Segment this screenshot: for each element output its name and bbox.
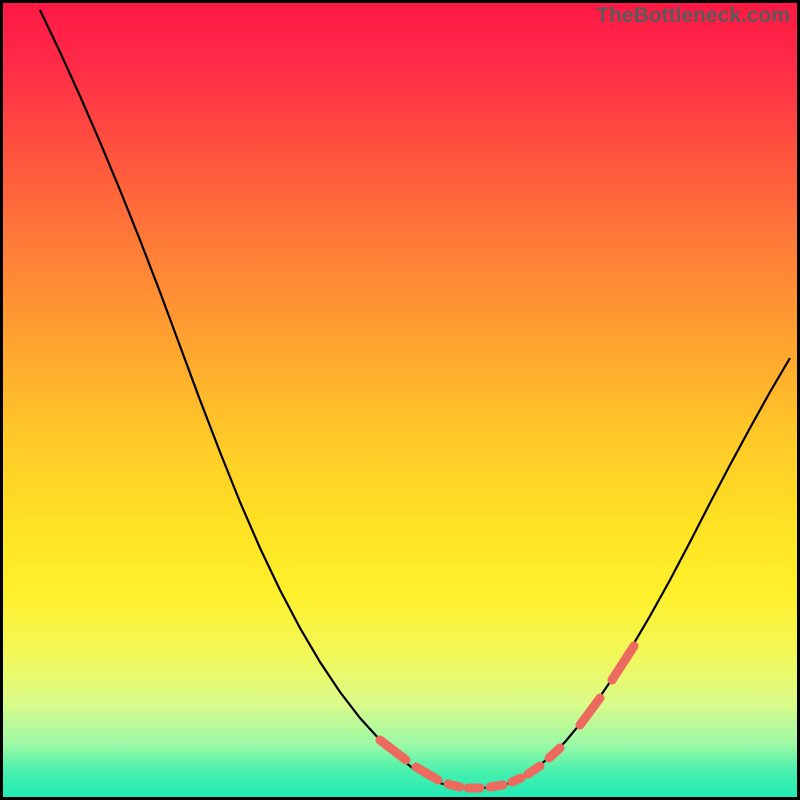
highlight-dash [512,778,521,782]
highlight-dash [490,785,503,787]
chart-background [0,0,800,800]
watermark-text: TheBottleneck.com [596,4,790,28]
bottleneck-chart [0,0,800,800]
highlight-dash [448,784,460,787]
chart-container: TheBottleneck.com [0,0,800,800]
